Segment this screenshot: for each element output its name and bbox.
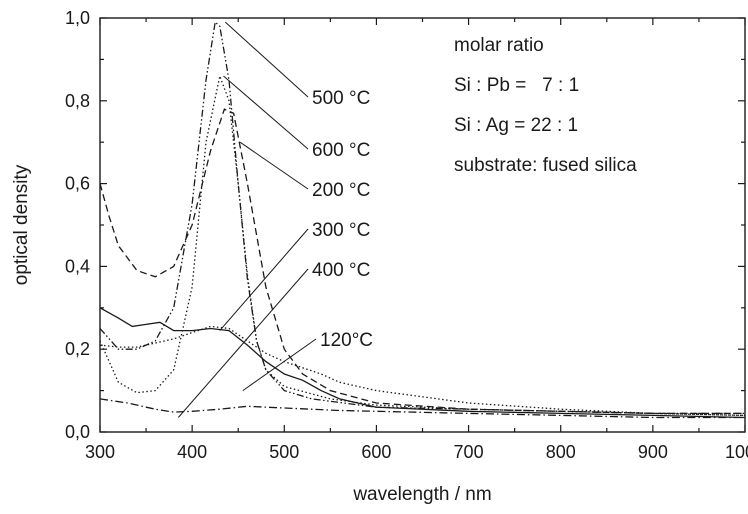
x-tick-label: 900	[638, 442, 668, 462]
series-line-4	[99, 307, 746, 419]
y-tick-label: 0,6	[65, 174, 90, 194]
y-tick-label: 0,2	[65, 339, 90, 359]
x-tick-label: 700	[454, 442, 484, 462]
series-line-6	[99, 398, 745, 419]
series-line-3	[99, 108, 745, 415]
series-label: 600 °C	[312, 140, 370, 161]
series-label-leader	[177, 268, 309, 418]
y-tick-label: 0,8	[65, 91, 90, 111]
series-label: 300 °C	[312, 220, 370, 241]
series-label: 400 °C	[312, 260, 370, 281]
annotation-line: Si : Pb = 7 : 1	[454, 75, 579, 96]
series-label-leader	[219, 228, 309, 331]
series-line-1	[99, 20, 745, 415]
series-label-leader	[242, 338, 317, 392]
annotation-line: substrate: fused silica	[454, 155, 637, 176]
series-label-leader	[239, 141, 309, 190]
x-tick-label: 300	[85, 442, 115, 462]
x-tick-label: 600	[361, 442, 391, 462]
annotation-line: molar ratio	[454, 35, 544, 56]
x-tick-label: 800	[546, 442, 576, 462]
series-label: 500 °C	[312, 88, 370, 109]
series-label-leader	[223, 75, 309, 150]
series-line-2	[99, 73, 746, 417]
x-axis-title: wavelength / nm	[352, 484, 491, 505]
y-tick-label: 0,4	[65, 256, 90, 276]
y-tick-label: 0,0	[65, 422, 90, 442]
series-label: 120°C	[320, 330, 373, 351]
series-label: 200 °C	[312, 180, 370, 201]
series-line-5	[99, 325, 746, 417]
y-tick-label: 1,0	[65, 8, 90, 28]
y-axis-title: optical density	[11, 164, 32, 285]
series-label-leader	[224, 21, 309, 98]
x-tick-label: 500	[269, 442, 299, 462]
x-tick-label: 400	[177, 442, 207, 462]
x-tick-label: 1000	[725, 442, 748, 462]
annotation-line: Si : Ag = 22 : 1	[454, 115, 578, 136]
plot-frame	[99, 17, 746, 433]
